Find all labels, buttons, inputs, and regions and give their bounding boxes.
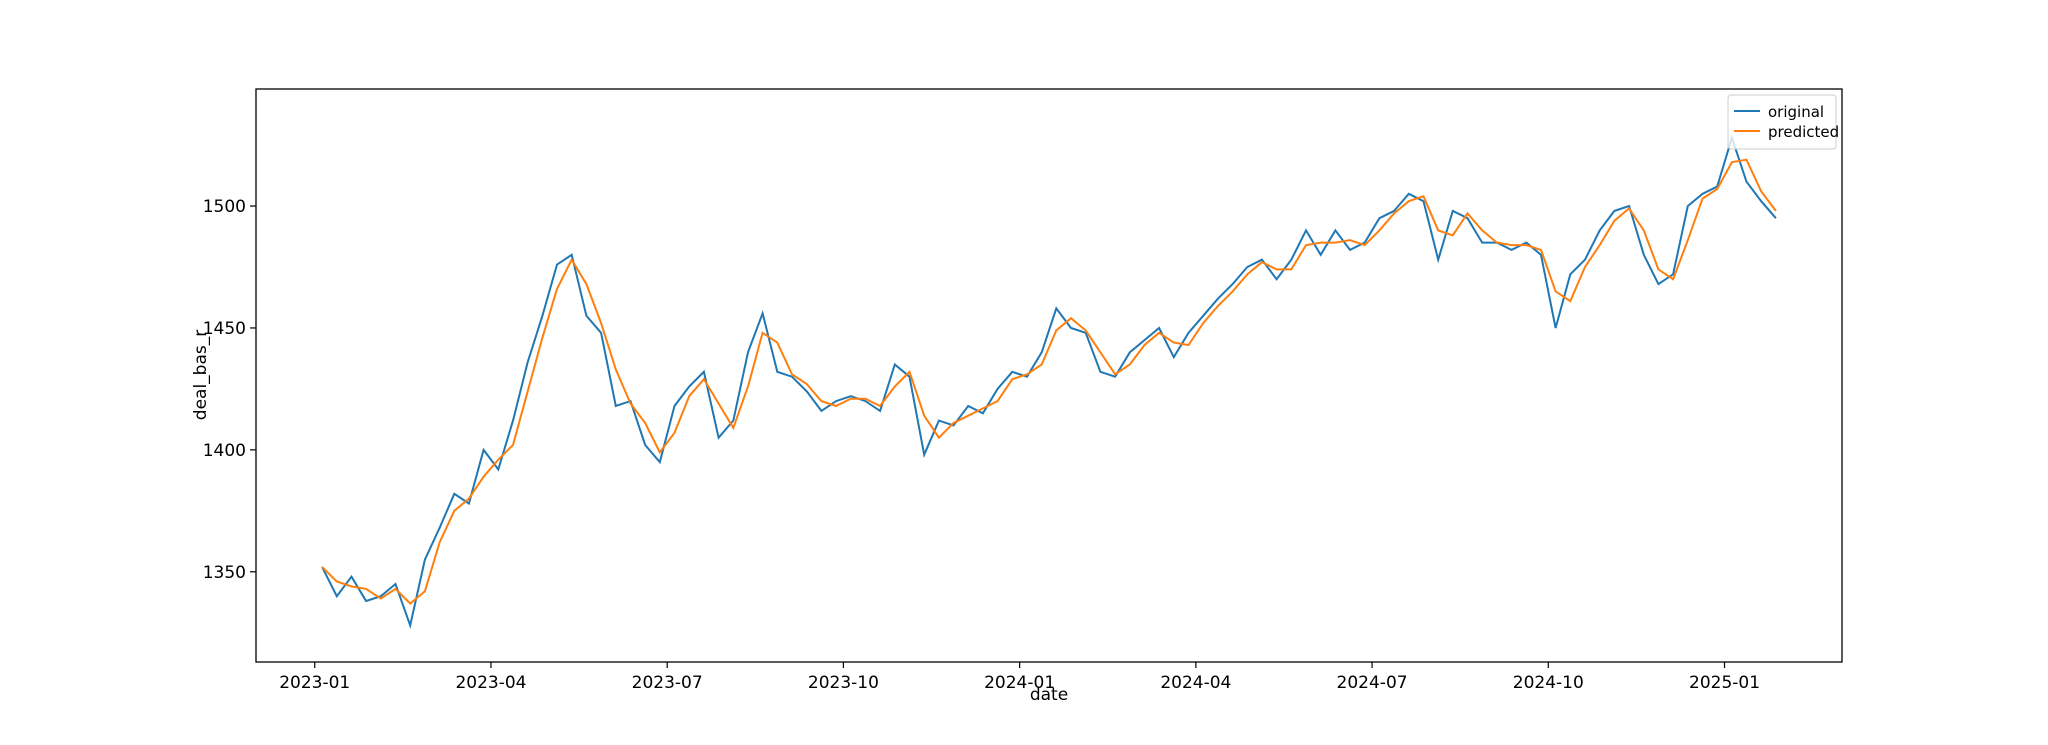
y-tick-label: 1350 <box>203 563 246 583</box>
y-tick-label: 1400 <box>203 441 246 461</box>
x-tick-label: 2023-10 <box>808 673 879 693</box>
x-tick-label: 2023-01 <box>279 673 350 693</box>
y-tick-label: 1450 <box>203 319 246 339</box>
x-tick-label: 2024-04 <box>1160 673 1231 693</box>
x-tick-label: 2024-07 <box>1337 673 1408 693</box>
x-axis-label: date <box>1030 685 1068 705</box>
x-tick-label: 2023-04 <box>455 673 526 693</box>
line-series <box>321 158 1777 605</box>
x-tick-label: 2024-10 <box>1513 673 1584 693</box>
axes-frame <box>255 88 1843 663</box>
legend-box <box>1727 94 1837 150</box>
x-tick-label: 2024-01 <box>984 673 1055 693</box>
x-tick-label: 2023-07 <box>632 673 703 693</box>
legend-label: predicted <box>1768 123 1839 141</box>
x-tick-label: 2025-01 <box>1689 673 1760 693</box>
y-tick-label: 1500 <box>203 197 246 217</box>
y-axis-label: deal_bas_r <box>191 330 211 420</box>
line-series <box>321 134 1777 630</box>
legend-label: original <box>1768 103 1824 121</box>
